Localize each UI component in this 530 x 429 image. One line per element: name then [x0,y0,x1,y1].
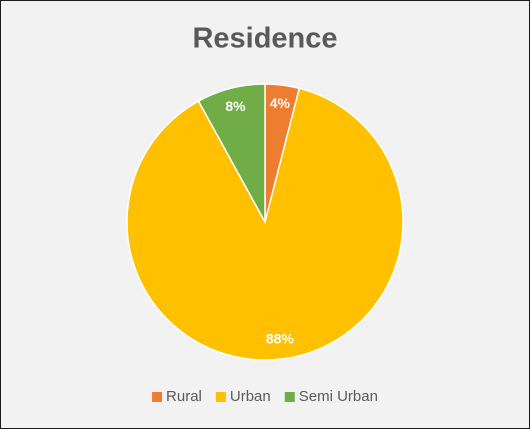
pie-slice [126,87,404,361]
legend-marker [284,392,295,402]
data-label: 88% [266,330,295,346]
legend: Rural Urban Semi Urban [152,388,378,405]
pie-slice [197,83,266,223]
data-label: 4% [270,95,291,111]
chart-title: Residence [192,23,337,55]
legend-marker [152,392,163,402]
legend-marker [215,392,226,402]
legend-label: Urban [230,388,271,405]
data-label: 8% [225,98,246,114]
legend-label: Semi Urban [299,388,378,405]
legend-label: Rural [166,388,202,405]
pie: 4% 88% 8% [126,83,404,361]
